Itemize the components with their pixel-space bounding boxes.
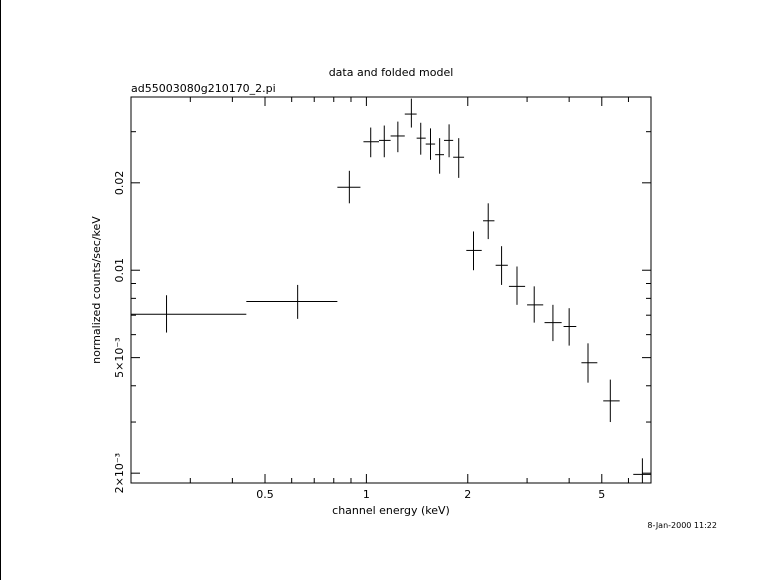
y-tick-label: 0.02 (113, 171, 126, 196)
x-axis-tick-labels: 0.5 1 2 5 (256, 488, 605, 501)
data-point (603, 379, 620, 423)
data-point (453, 138, 465, 178)
window-left-border (0, 0, 1, 580)
y-axis-ticks (131, 131, 651, 474)
data-point (444, 124, 454, 158)
data-point (131, 295, 247, 333)
data-point (508, 266, 526, 305)
data-point (495, 246, 508, 285)
data-point (390, 121, 405, 153)
data-point (363, 127, 379, 158)
data-point (435, 138, 445, 174)
data-point (404, 98, 417, 128)
data-point (378, 125, 391, 158)
data-point (416, 122, 426, 155)
chart-title: data and folded model (329, 66, 454, 79)
data-point (544, 304, 562, 342)
x-tick-label: 1 (363, 488, 370, 501)
y-axis-label: normalized counts/sec/keV (90, 216, 103, 364)
data-point (425, 128, 436, 160)
x-tick-label: 2 (464, 488, 471, 501)
x-axis-label: channel energy (keV) (332, 504, 450, 517)
plot-frame (130, 96, 652, 484)
data-point (527, 286, 544, 323)
x-tick-label: 5 (598, 488, 605, 501)
data-point (563, 308, 577, 346)
chart-subtitle: ad55003080g210170_2.pi (131, 82, 276, 95)
data-point (633, 458, 651, 483)
y-axis-tick-labels: 2×10⁻³ 5×10⁻³ 0.01 0.02 (113, 171, 126, 494)
data-point (581, 343, 598, 383)
x-axis-ticks (130, 97, 652, 483)
y-tick-label: 2×10⁻³ (113, 453, 126, 493)
y-tick-label: 0.01 (113, 258, 126, 283)
data-point (483, 203, 495, 240)
data-point (337, 170, 361, 204)
data-point (466, 231, 482, 271)
x-tick-label: 0.5 (256, 488, 274, 501)
timestamp: 8-Jan-2000 11:22 (647, 521, 717, 530)
data-points (131, 98, 651, 483)
data-point (246, 284, 338, 319)
y-tick-label: 5×10⁻³ (113, 337, 126, 377)
